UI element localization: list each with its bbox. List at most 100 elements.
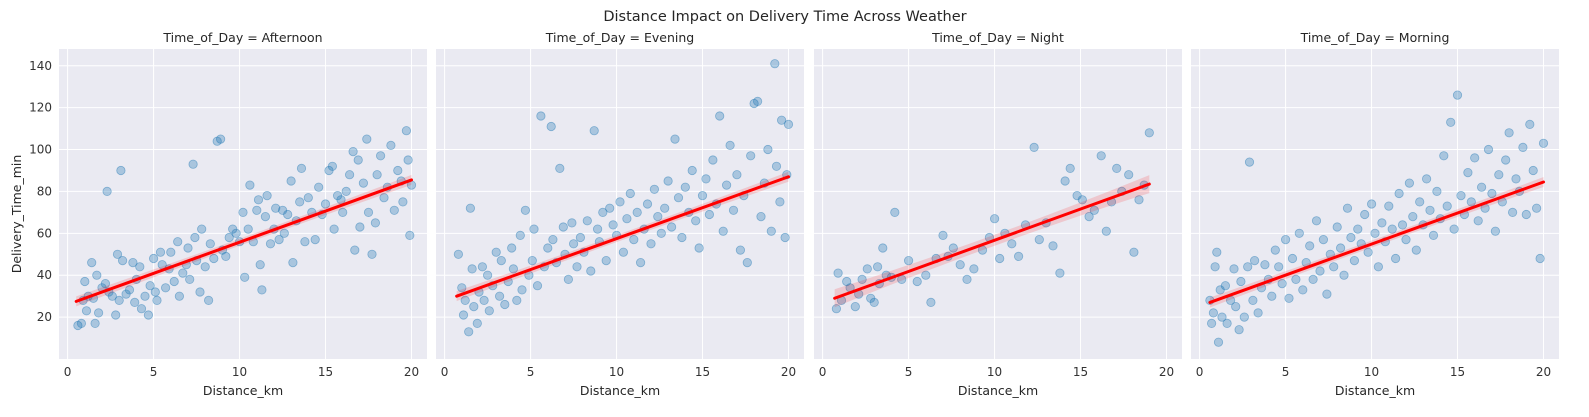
data-point bbox=[338, 207, 348, 217]
panel-1: Time_of_Day = Afternoon 0 5 10 15 20 Distance_… bbox=[29, 30, 427, 398]
data-point bbox=[1439, 151, 1449, 161]
data-point bbox=[507, 243, 517, 253]
data-point bbox=[546, 121, 556, 132]
data-point bbox=[350, 245, 360, 255]
data-point bbox=[527, 255, 537, 266]
data-point bbox=[598, 207, 608, 217]
data-point bbox=[271, 203, 281, 213]
data-point bbox=[635, 257, 646, 268]
data-point bbox=[1270, 245, 1280, 255]
data-point bbox=[1089, 205, 1099, 215]
data-point bbox=[1525, 119, 1535, 130]
data-point bbox=[102, 186, 112, 196]
data-point bbox=[252, 205, 262, 215]
data-point bbox=[601, 255, 611, 266]
data-point bbox=[770, 59, 780, 69]
data-point bbox=[1387, 224, 1397, 234]
data-point bbox=[130, 297, 140, 307]
data-point bbox=[701, 174, 711, 184]
data-point bbox=[735, 245, 746, 255]
data-point bbox=[300, 237, 310, 247]
data-point bbox=[732, 170, 742, 180]
data-point bbox=[370, 218, 380, 228]
data-point bbox=[224, 232, 234, 243]
data-point bbox=[494, 291, 505, 301]
data-point bbox=[862, 264, 872, 274]
regression-line bbox=[74, 178, 414, 303]
panel-4: Time_of_Day = Morning 0 5 10 15 20 Distance_km bbox=[1191, 30, 1559, 398]
data-point bbox=[1470, 153, 1480, 163]
data-point bbox=[536, 111, 546, 121]
x-tick-label: 15 bbox=[318, 365, 333, 379]
data-point bbox=[532, 281, 543, 291]
data-point bbox=[1425, 205, 1435, 215]
data-point bbox=[200, 262, 210, 272]
data-point bbox=[1483, 144, 1494, 155]
data-point bbox=[1048, 241, 1058, 251]
data-point bbox=[1473, 216, 1483, 226]
data-point bbox=[253, 195, 264, 205]
data-point bbox=[1243, 262, 1253, 272]
data-point bbox=[379, 193, 389, 203]
data-point bbox=[1415, 197, 1425, 207]
data-point bbox=[221, 251, 231, 261]
data-point bbox=[912, 276, 922, 287]
x-tick-label: 10 bbox=[987, 365, 1002, 379]
data-point bbox=[1373, 262, 1384, 272]
data-point bbox=[255, 260, 265, 270]
data-point bbox=[393, 165, 403, 176]
data-point bbox=[666, 222, 677, 232]
data-point bbox=[277, 205, 288, 215]
data-point bbox=[1144, 128, 1154, 138]
data-point bbox=[780, 232, 790, 243]
data-point bbox=[646, 239, 656, 249]
data-point bbox=[1291, 274, 1301, 284]
data-point bbox=[1220, 281, 1231, 291]
panels: Time_of_Day = Afternoon 0 5 10 15 20 Distance_… bbox=[29, 30, 1559, 398]
data-point bbox=[677, 232, 687, 243]
data-point bbox=[1394, 188, 1404, 199]
x-axis-label: Distance_km bbox=[958, 383, 1038, 398]
data-point bbox=[124, 285, 135, 295]
data-point bbox=[80, 276, 90, 287]
data-point bbox=[114, 295, 124, 305]
data-point bbox=[1065, 163, 1075, 173]
x-tick-label: 20 bbox=[781, 365, 796, 379]
data-point bbox=[1370, 228, 1380, 238]
data-point bbox=[586, 266, 596, 276]
data-point bbox=[467, 264, 477, 274]
data-point bbox=[708, 155, 718, 165]
data-point bbox=[389, 205, 399, 215]
data-point bbox=[403, 155, 413, 165]
data-point bbox=[332, 191, 343, 201]
data-point bbox=[190, 232, 200, 243]
data-point bbox=[212, 136, 222, 146]
data-point bbox=[1284, 293, 1294, 303]
data-point bbox=[1397, 220, 1408, 230]
data-point bbox=[118, 255, 128, 266]
data-point bbox=[1287, 253, 1298, 264]
data-point bbox=[1367, 199, 1377, 209]
data-point bbox=[694, 243, 704, 253]
data-point bbox=[1408, 212, 1418, 222]
data-point bbox=[1260, 260, 1270, 270]
data-point bbox=[496, 255, 506, 266]
data-point bbox=[938, 230, 948, 240]
data-point bbox=[1511, 174, 1521, 184]
data-point bbox=[482, 270, 493, 280]
data-point bbox=[1207, 318, 1217, 328]
data-point bbox=[136, 304, 147, 314]
data-point bbox=[1342, 203, 1353, 213]
data-point bbox=[327, 161, 337, 171]
data-point bbox=[1244, 157, 1255, 167]
data-point bbox=[995, 253, 1005, 264]
data-point bbox=[783, 119, 794, 130]
data-point bbox=[775, 197, 785, 207]
data-point bbox=[209, 253, 219, 264]
data-point bbox=[1034, 235, 1044, 245]
data-point bbox=[615, 197, 625, 207]
data-point bbox=[589, 126, 599, 136]
data-point bbox=[283, 209, 293, 220]
